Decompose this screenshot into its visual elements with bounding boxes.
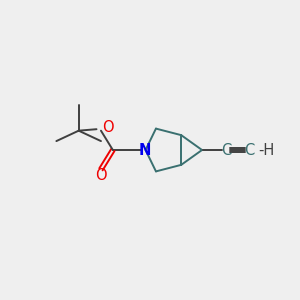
- Text: N: N: [139, 142, 151, 158]
- Text: O: O: [102, 120, 113, 135]
- Text: O: O: [95, 168, 107, 183]
- Text: C: C: [244, 142, 255, 158]
- Text: C: C: [221, 142, 231, 158]
- Text: -H: -H: [258, 142, 274, 158]
